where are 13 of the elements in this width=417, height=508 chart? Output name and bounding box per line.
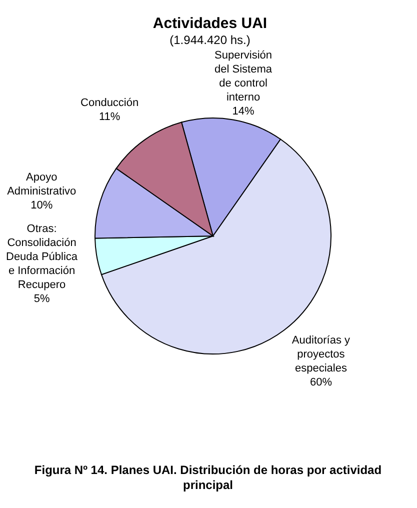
data-label: 60% [310,376,332,388]
slice-label: Auditorías y proyectos especiales [292,334,351,374]
text: Figura Nº 14. Planes UAI. Distribución de horas por actividad principal [34,463,382,492]
slice-label: Otras: Consolidación Deuda Pública e Información Recupero [6,223,78,292]
slice-label: Apoyo Administrativo [7,172,76,198]
data-label: 10% [30,200,53,212]
slice-label: Conducción [80,96,139,109]
data-label: 14% [232,105,254,118]
chart-title: Actividades UAI [152,15,268,32]
data-label: 5% [34,293,50,306]
chart-subtitle: (1.944.420 hs.) [170,33,250,47]
slice-label: Supervisión del Sistema de control interno [214,49,273,104]
data-label: 11% [98,110,120,123]
